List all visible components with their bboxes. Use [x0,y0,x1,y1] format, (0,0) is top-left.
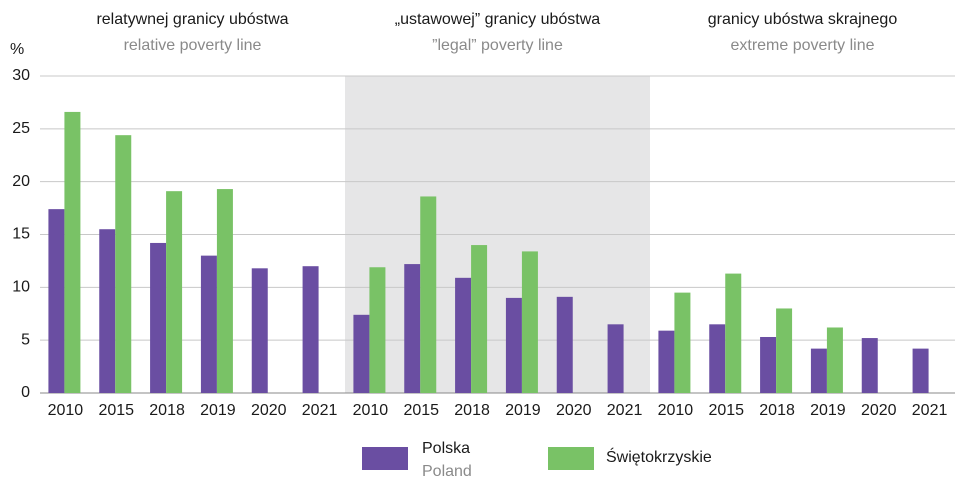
x-tick-label: 2020 [861,402,897,419]
y-tick-label: 25 [12,120,30,137]
bar [776,308,793,393]
x-tick-label: 2010 [48,402,84,419]
bar [99,229,116,393]
legend-label-en: Poland [422,463,472,478]
bar [760,336,777,393]
bar [115,135,132,393]
bar [861,338,878,393]
x-tick-label: 2018 [149,402,185,419]
bar [455,277,472,393]
x-tick-label: 2020 [556,402,592,419]
legend-swatch [548,447,594,470]
legend-label: Polska [422,440,470,457]
bar [810,348,827,393]
x-tick-label: 2020 [251,402,287,419]
bar [521,251,538,393]
bar [505,297,522,393]
y-tick-label: 5 [21,331,30,348]
bar [826,327,843,393]
bar [369,267,386,393]
group-title: relatywnej granicy ubóstwa [96,11,288,28]
bar [658,330,675,393]
x-tick-label: 2018 [454,402,490,419]
x-tick-label: 2019 [810,402,846,419]
x-tick-label: 2015 [403,402,439,419]
group-subtitle: relative poverty line [124,37,262,54]
bar [166,191,183,393]
x-tick-label: 2018 [759,402,795,419]
bar [64,111,81,393]
bar [200,255,217,393]
x-tick-label: 2021 [912,402,948,419]
y-tick-label: 15 [12,226,30,243]
y-tick-label: 20 [12,173,30,190]
bar [471,245,488,393]
bar [556,296,573,393]
x-tick-label: 2021 [302,402,338,419]
bar [150,242,167,393]
x-tick-label: 2010 [658,402,694,419]
x-tick-label: 2019 [505,402,541,419]
x-tick-label: 2019 [200,402,236,419]
x-tick-label: 2015 [708,402,744,419]
y-tick-label: 10 [12,279,30,296]
group-subtitle: extreme poverty line [730,37,874,54]
y-tick-label: 30 [12,67,30,84]
y-tick-label: 0 [21,384,30,401]
bar [912,348,929,393]
y-unit: % [10,41,24,58]
bar [420,196,437,393]
legend-swatch [362,447,408,470]
bar [216,189,233,393]
bar [709,324,726,393]
x-tick-label: 2021 [607,402,643,419]
bar [353,314,370,393]
bar [302,266,319,393]
group-title: granicy ubóstwa skrajnego [708,11,898,28]
group-title: „ustawowej” granicy ubóstwa [395,11,601,28]
group-subtitle: ”legal” poverty line [432,37,563,54]
bar [674,292,691,393]
bar [607,324,624,393]
x-tick-label: 2015 [98,402,134,419]
x-tick-label: 2010 [353,402,389,419]
bar [404,264,421,393]
bar [725,273,742,393]
legend-label: Świętokrzyskie [606,447,712,466]
bar [251,268,268,393]
bar [48,209,65,393]
